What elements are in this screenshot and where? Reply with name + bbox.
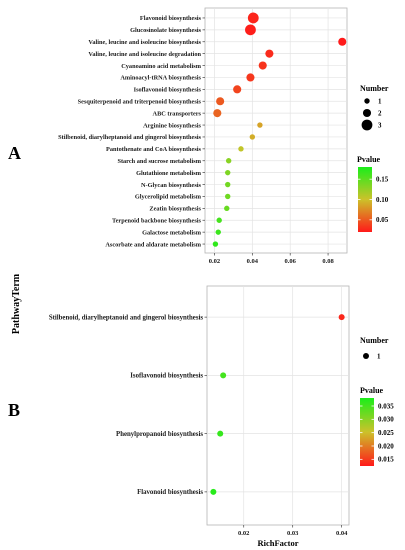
size-legend-dot — [361, 119, 373, 131]
pathway-term-label: Sesquiterpenoid and triterpenoid biosynt… — [78, 98, 202, 105]
size-legend-dot — [362, 108, 372, 118]
size-legend-label: 1 — [378, 98, 382, 106]
data-point — [247, 12, 259, 24]
data-point — [216, 217, 222, 223]
y-axis-title: PathwayTerm — [11, 273, 22, 334]
color-legend-label: 0.05 — [376, 216, 389, 224]
data-point — [238, 146, 244, 152]
size-legend-title-b: Number — [360, 336, 389, 345]
pathway-term-label: Terpenoid backbone biosynthesis — [112, 217, 202, 224]
color-legend-label: 0.10 — [376, 196, 389, 204]
data-point — [215, 229, 221, 235]
panel-a-label: A — [8, 143, 21, 163]
pathway-term-label: Aminoacyl-tRNA biosynthesis — [120, 75, 201, 82]
data-point — [249, 134, 256, 140]
pathway-term-label: Starch and sucrose metabolism — [117, 158, 201, 165]
pathway-term-label: Arginine biosynthesis — [143, 122, 201, 129]
pathway-term-label: Glucosinolate biosynthesis — [130, 27, 201, 34]
x-tick-label: 0.06 — [285, 258, 297, 265]
x-tick-label: 0.04 — [247, 258, 259, 265]
panel-a-points — [212, 12, 347, 247]
panel-b-x-ticks: 0.02 0.03 0.04 — [238, 525, 348, 537]
pathway-term-label: Zeatin biosynthesis — [149, 206, 201, 213]
panel-b-points — [210, 314, 345, 495]
x-tick-label: 0.08 — [322, 258, 334, 265]
x-axis-title: RichFactor — [257, 538, 298, 548]
data-point — [225, 158, 232, 164]
data-point — [217, 430, 224, 437]
panel-a-plot-area — [204, 7, 348, 254]
pathway-term-label: N-Glycan biosynthesis — [141, 182, 202, 189]
data-point — [212, 241, 219, 247]
panel-b-label: B — [8, 400, 20, 420]
pathway-term-label: Flavonoid biosynthesis — [137, 489, 203, 496]
pathway-term-label: Galactose metabolism — [142, 229, 202, 236]
pathway-term-label: Valine, leucine and isoleucine degradati… — [88, 51, 201, 58]
data-point — [220, 372, 227, 379]
pathway-term-label: Ascorbate and aldarate metabolism — [105, 241, 201, 248]
pathway-term-label: Glutathione metabolism — [136, 170, 202, 177]
panel-a-term-labels: Flavonoid biosynthesis Glucosinolate bios… — [58, 15, 205, 248]
data-point — [216, 97, 225, 106]
pathway-term-label: Stilbenoid, diarylheptanoid and gingerol… — [49, 314, 204, 321]
color-bar-b — [360, 398, 374, 466]
data-point — [225, 193, 231, 200]
size-legend-dot — [363, 353, 369, 359]
size-legend-label: 3 — [378, 122, 382, 130]
color-legend-label: 0.035 — [378, 402, 394, 410]
size-legend-label: 2 — [378, 110, 382, 118]
color-legend-title-a: Pvalue — [357, 155, 381, 164]
color-bar-a — [358, 167, 372, 232]
pathway-term-label: Glycerolipid metabolism — [135, 194, 202, 201]
color-legend-label: 0.15 — [376, 176, 389, 184]
color-legend-label: 0.020 — [378, 442, 394, 450]
color-legend-title-b: Pvalue — [360, 386, 384, 395]
data-point — [338, 314, 345, 321]
panel-b-gridlines — [207, 286, 349, 525]
panel-b-term-labels: Stilbenoid, diarylheptanoid and gingerol… — [49, 314, 207, 496]
panel-b-size-legend: Number 1 — [360, 336, 389, 361]
pathway-term-label: Flavonoid biosynthesis — [140, 15, 202, 22]
data-point — [225, 181, 231, 188]
panel-b-plot-area — [206, 285, 350, 526]
size-legend-label: 1 — [377, 353, 381, 361]
pathway-term-label: Valine, leucine and isoleucine biosynthe… — [88, 39, 201, 46]
data-point — [225, 169, 231, 176]
panel-a-color-legend: Pvalue 0.15 0.10 0.05 — [357, 155, 389, 232]
x-tick-label: 0.03 — [287, 530, 299, 537]
pathway-term-label: Isoflavonoid biosynthesis — [134, 87, 202, 94]
data-point — [224, 205, 230, 212]
pathway-term-label: Phenylpropanoid biosynthesis — [116, 431, 203, 438]
data-point — [233, 85, 242, 94]
pathway-term-label: ABC transporters — [153, 110, 202, 117]
x-tick-label: 0.04 — [336, 530, 348, 537]
data-point — [213, 109, 222, 118]
x-tick-label: 0.02 — [209, 258, 220, 265]
panel-a-gridlines — [205, 8, 347, 253]
color-legend-label: 0.030 — [378, 416, 394, 424]
data-point — [265, 49, 274, 58]
panel-a-chart: Flavonoid biosynthesis Glucosinolate bios… — [58, 7, 389, 265]
data-point — [246, 73, 255, 82]
x-tick-label: 0.02 — [238, 530, 249, 537]
panel-a-x-ticks: 0.02 0.04 0.06 0.08 — [209, 253, 335, 265]
size-legend-title-a: Number — [360, 84, 389, 93]
color-legend-label: 0.025 — [378, 429, 394, 437]
data-point — [258, 61, 267, 70]
panel-b-chart: Stilbenoid, diarylheptanoid and gingerol… — [49, 285, 394, 548]
data-point — [245, 24, 256, 36]
panel-b-color-legend: Pvalue 0.035 0.030 0.025 0.020 0.015 — [360, 386, 394, 466]
pathway-term-label: Stilbenoid, diarylheptanoid and gingerol… — [58, 134, 201, 141]
panel-a-size-legend: Number 1 2 3 — [360, 84, 389, 131]
data-point — [210, 488, 217, 495]
color-legend-label: 0.015 — [378, 456, 394, 464]
pathway-term-label: Pantothenate and CoA biosynthesis — [106, 146, 202, 153]
pathway-term-label: Isoflavonoid biosynthesis — [130, 373, 203, 380]
data-point — [338, 37, 347, 46]
data-point — [257, 122, 263, 128]
pathway-term-label: Cyanoamino acid metabolism — [121, 63, 202, 70]
size-legend-dot — [364, 98, 370, 104]
